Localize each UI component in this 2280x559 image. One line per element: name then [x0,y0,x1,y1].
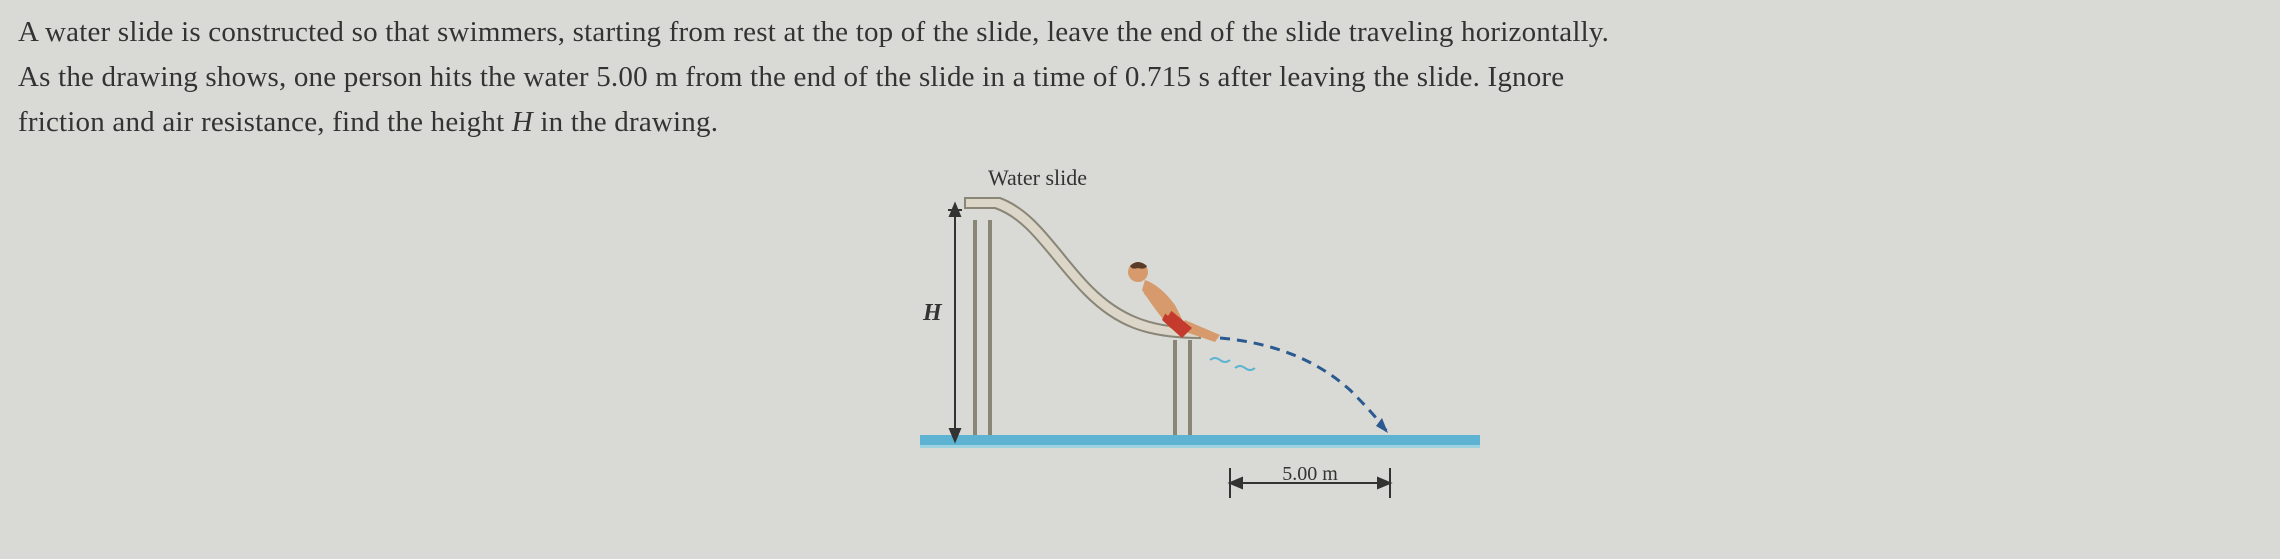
figure: Water slide H [920,165,1520,545]
distance-value: 5.00 m [596,61,678,93]
time-value: 0.715 s [1125,61,1210,93]
trajectory-arrowhead [1376,418,1388,433]
figure-title: Water slide [988,165,1087,191]
text-line-2c: after leaving the slide. Ignore [1210,61,1564,93]
water-surface [920,435,1480,445]
text-line-3b: in the drawing. [533,106,718,138]
splash-waves [1210,358,1255,370]
text-line-1: A water slide is constructed so that swi… [18,16,1609,48]
trajectory [1220,338,1388,433]
water-slide-diagram: 5.00 m [920,190,1520,520]
text-line-2b: from the end of the slide in a time of [678,61,1125,93]
variable-H: H [512,106,533,138]
height-arrow [948,204,962,441]
distance-label: 5.00 m [1282,463,1338,485]
water-body [920,445,1480,448]
problem-statement: A water slide is constructed so that swi… [18,10,2262,145]
text-line-2a: As the drawing shows, one person hits th… [18,61,596,93]
text-line-3a: friction and air resistance, find the he… [18,106,512,138]
